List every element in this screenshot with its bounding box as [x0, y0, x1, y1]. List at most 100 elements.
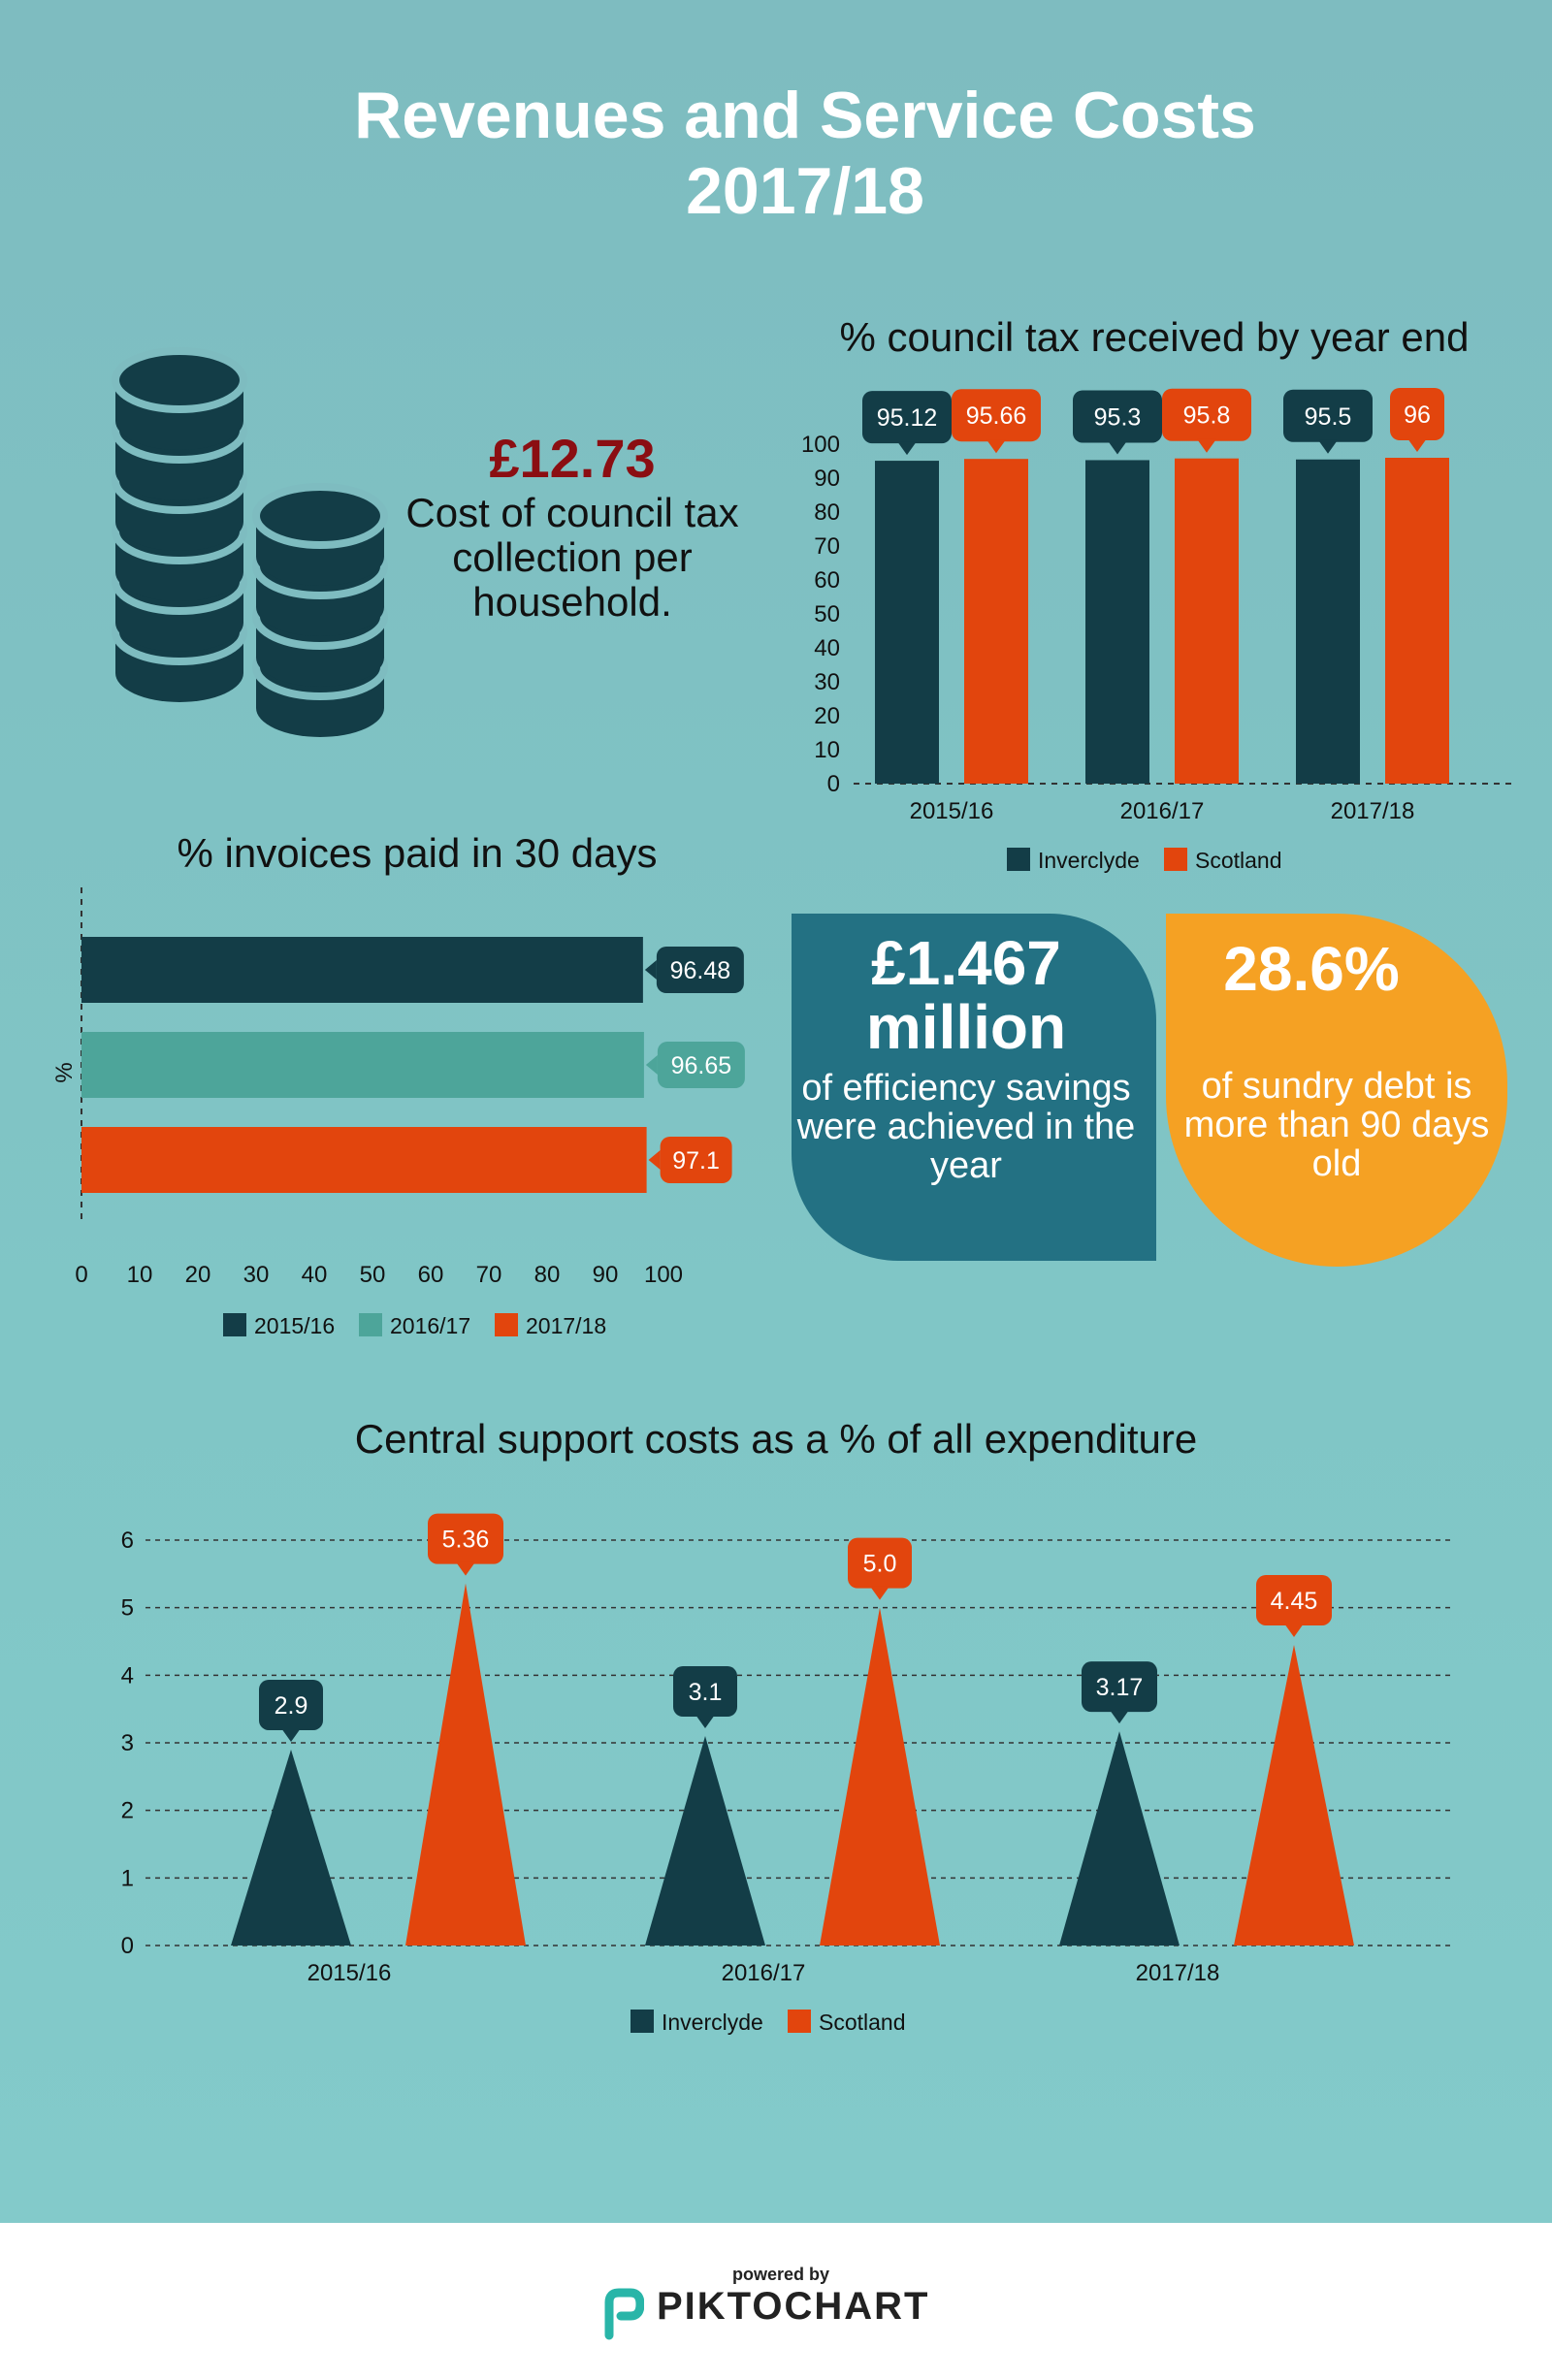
data-label-pointer	[281, 1727, 301, 1742]
data-label-box	[952, 389, 1041, 442]
y-tick-label: 50	[814, 601, 840, 627]
data-label-box	[1390, 388, 1444, 440]
legend-swatch	[788, 2010, 811, 2033]
data-label-box	[657, 1042, 745, 1088]
legend-label: 2015/16	[254, 1313, 335, 1338]
data-label-box	[428, 1513, 503, 1564]
y-tick-label: 0	[827, 771, 840, 797]
efficiency-value-line-2: million	[865, 992, 1067, 1062]
data-label-pointer	[456, 1561, 475, 1576]
x-tick-label: 30	[243, 1262, 270, 1288]
piktochart-logo-icon[interactable]	[599, 2287, 644, 2341]
central-support-chart: 0 1 2 3 4 5 6 2.9 5.36 2015/16 3.1 5.0 2016/17 3.17 4.…	[121, 1513, 1455, 2035]
y-tick-label: 3	[121, 1730, 134, 1756]
data-label: 96.48	[670, 957, 731, 984]
data-label-box	[1283, 389, 1373, 442]
y-tick-label: 1	[121, 1865, 134, 1891]
title-line-2: 2017/18	[686, 154, 924, 228]
y-tick-label: 0	[121, 1933, 134, 1959]
legend-swatch	[223, 1313, 246, 1336]
data-label-pointer	[1108, 440, 1127, 455]
bar-2017/18	[81, 1127, 647, 1193]
x-tick-label: 2016/17	[1120, 798, 1205, 824]
efficiency-savings-card: £1.467 million of efficiency savings wer…	[792, 914, 1156, 1261]
data-label: 95.8	[1183, 402, 1231, 430]
legend-label: 2017/18	[526, 1313, 606, 1338]
y-tick-label: 2	[121, 1798, 134, 1824]
triangle-scotland-2016/17	[820, 1607, 940, 1946]
cost-value: £12.73	[489, 428, 656, 489]
data-label-pointer	[644, 960, 657, 980]
coins-icon	[112, 347, 388, 737]
legend-label: Inverclyde	[662, 2010, 763, 2035]
data-label-pointer	[1284, 1623, 1304, 1637]
data-label-pointer	[897, 441, 917, 456]
x-tick-label: 2017/18	[1136, 1960, 1220, 1986]
invoices-chart: % 96.48 96.65 97.1 0 10 20 30 40 50 60 70 80 90 100 201…	[51, 887, 745, 1338]
triangle-inverclyde-2016/17	[645, 1736, 765, 1946]
efficiency-text: of efficiency savings were achieved in t…	[796, 1068, 1136, 1186]
sundry-debt-text: of sundry debt is more than 90 days old	[1183, 1066, 1490, 1184]
y-tick-label: 10	[814, 737, 840, 763]
efficiency-value: £1.467 million	[792, 931, 1141, 1059]
y-axis-label: %	[51, 1062, 78, 1082]
legend-label: Scotland	[819, 2010, 906, 2035]
data-label-box	[1256, 1574, 1332, 1625]
y-tick-label: 40	[814, 635, 840, 661]
x-tick-label: 70	[476, 1262, 502, 1288]
data-label-box	[660, 1137, 732, 1183]
invoices-chart-title: % invoices paid in 30 days	[177, 830, 658, 876]
data-label: 5.0	[863, 1551, 897, 1578]
data-label-box	[259, 1679, 323, 1730]
x-tick-label: 20	[185, 1262, 211, 1288]
data-label: 4.45	[1271, 1588, 1318, 1615]
data-label: 96	[1404, 402, 1431, 429]
triangle-inverclyde-2015/16	[231, 1749, 351, 1946]
data-label-pointer	[648, 1150, 661, 1170]
y-tick-label: 90	[814, 466, 840, 492]
data-label-box	[1073, 390, 1162, 443]
data-label: 5.36	[442, 1527, 490, 1554]
data-label-box	[673, 1666, 737, 1718]
sundry-debt-value: 28.6%	[1223, 934, 1400, 1004]
data-label: 95.66	[966, 402, 1027, 430]
data-label-pointer	[1110, 1710, 1129, 1724]
data-label-box	[848, 1537, 912, 1589]
triangle-scotland-2015/16	[405, 1583, 526, 1946]
x-tick-label: 90	[593, 1262, 619, 1288]
bar-scotland-2015/16	[964, 459, 1028, 784]
y-tick-label: 5	[121, 1595, 134, 1622]
data-label-pointer	[1407, 438, 1427, 452]
triangle-scotland-2017/18	[1234, 1644, 1354, 1946]
legend-swatch	[1007, 848, 1030, 871]
infographic-page: Revenues and Service Costs 2017/18 £12.7…	[0, 0, 1552, 2223]
legend-swatch	[359, 1313, 382, 1336]
legend-label: Scotland	[1195, 848, 1282, 873]
data-label-box	[1162, 388, 1251, 441]
cost-text: Cost of council tax collection per house…	[405, 490, 739, 625]
x-tick-label: 50	[360, 1262, 386, 1288]
legend-label: Inverclyde	[1038, 848, 1140, 873]
legend-swatch	[1164, 848, 1187, 871]
x-tick-label: 2016/17	[722, 1960, 806, 1986]
bar-scotland-2017/18	[1385, 458, 1449, 784]
x-tick-label: 2015/16	[307, 1960, 392, 1986]
legend-swatch	[630, 2010, 654, 2033]
triangle-inverclyde-2017/18	[1059, 1731, 1180, 1946]
data-label-box	[862, 391, 952, 444]
y-tick-label: 60	[814, 567, 840, 594]
powered-by-text: powered by	[731, 2265, 830, 2284]
y-tick-label: 30	[814, 669, 840, 695]
bar-2015/16	[81, 937, 643, 1003]
data-label: 3.17	[1096, 1674, 1144, 1701]
bar-inverclyde-2017/18	[1296, 459, 1360, 784]
legend-swatch	[495, 1313, 518, 1336]
bar-inverclyde-2016/17	[1085, 460, 1149, 784]
y-tick-label: 80	[814, 499, 840, 526]
x-tick-label: 60	[418, 1262, 444, 1288]
data-label-pointer	[695, 1715, 715, 1729]
piktochart-brand[interactable]: PIKTOCHART	[657, 2285, 930, 2328]
bar-inverclyde-2015/16	[875, 461, 939, 784]
legend-label: 2016/17	[390, 1313, 470, 1338]
data-label: 2.9	[275, 1692, 308, 1720]
